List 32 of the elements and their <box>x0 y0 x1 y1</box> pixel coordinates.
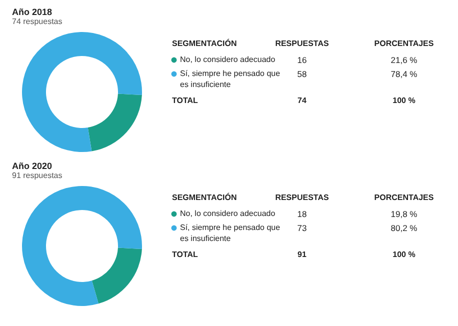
text: 19,8 % <box>390 209 418 219</box>
text: 100 % <box>392 250 416 259</box>
text: RESPUESTAS <box>275 193 330 202</box>
text: PORCENTAJES <box>374 39 434 48</box>
text: 80,2 % <box>390 223 418 233</box>
data-label: 73 <box>297 223 307 233</box>
donut-slice <box>22 32 142 152</box>
text: SEGMENTACIÓN <box>172 38 237 48</box>
chart-subtitle: 91 respuestas <box>12 171 62 180</box>
text: PORCENTAJES <box>374 193 434 202</box>
donut-slice <box>22 186 142 306</box>
chart-subtitle: 74 respuestas <box>12 17 62 26</box>
chart-title: Año 2020 <box>12 161 52 171</box>
text: 91 <box>298 250 307 259</box>
legend-label: No, lo considero adecuado <box>180 55 276 64</box>
data-label: 58 <box>297 69 307 79</box>
legend-label: No, lo considero adecuado <box>180 209 276 218</box>
legend-label: Sí, siempre he pensado que es insuficiente <box>180 69 281 89</box>
text: 100 % <box>392 96 416 105</box>
text: 21,6 % <box>390 55 418 65</box>
text: 78,4 % <box>390 69 418 79</box>
text: 74 <box>298 96 307 105</box>
data-label: 16 <box>297 55 307 65</box>
data-label: 18 <box>297 209 307 219</box>
donut-slice <box>88 94 142 152</box>
text: RESPUESTAS <box>275 39 330 48</box>
text: TOTAL <box>172 250 198 259</box>
donut-slice <box>92 248 142 304</box>
chart-title: Año 2018 <box>12 7 52 17</box>
text: TOTAL <box>172 96 198 105</box>
text: SEGMENTACIÓN <box>172 192 237 202</box>
legend-label: Sí, siempre he pensado que es insuficiente <box>180 223 281 243</box>
